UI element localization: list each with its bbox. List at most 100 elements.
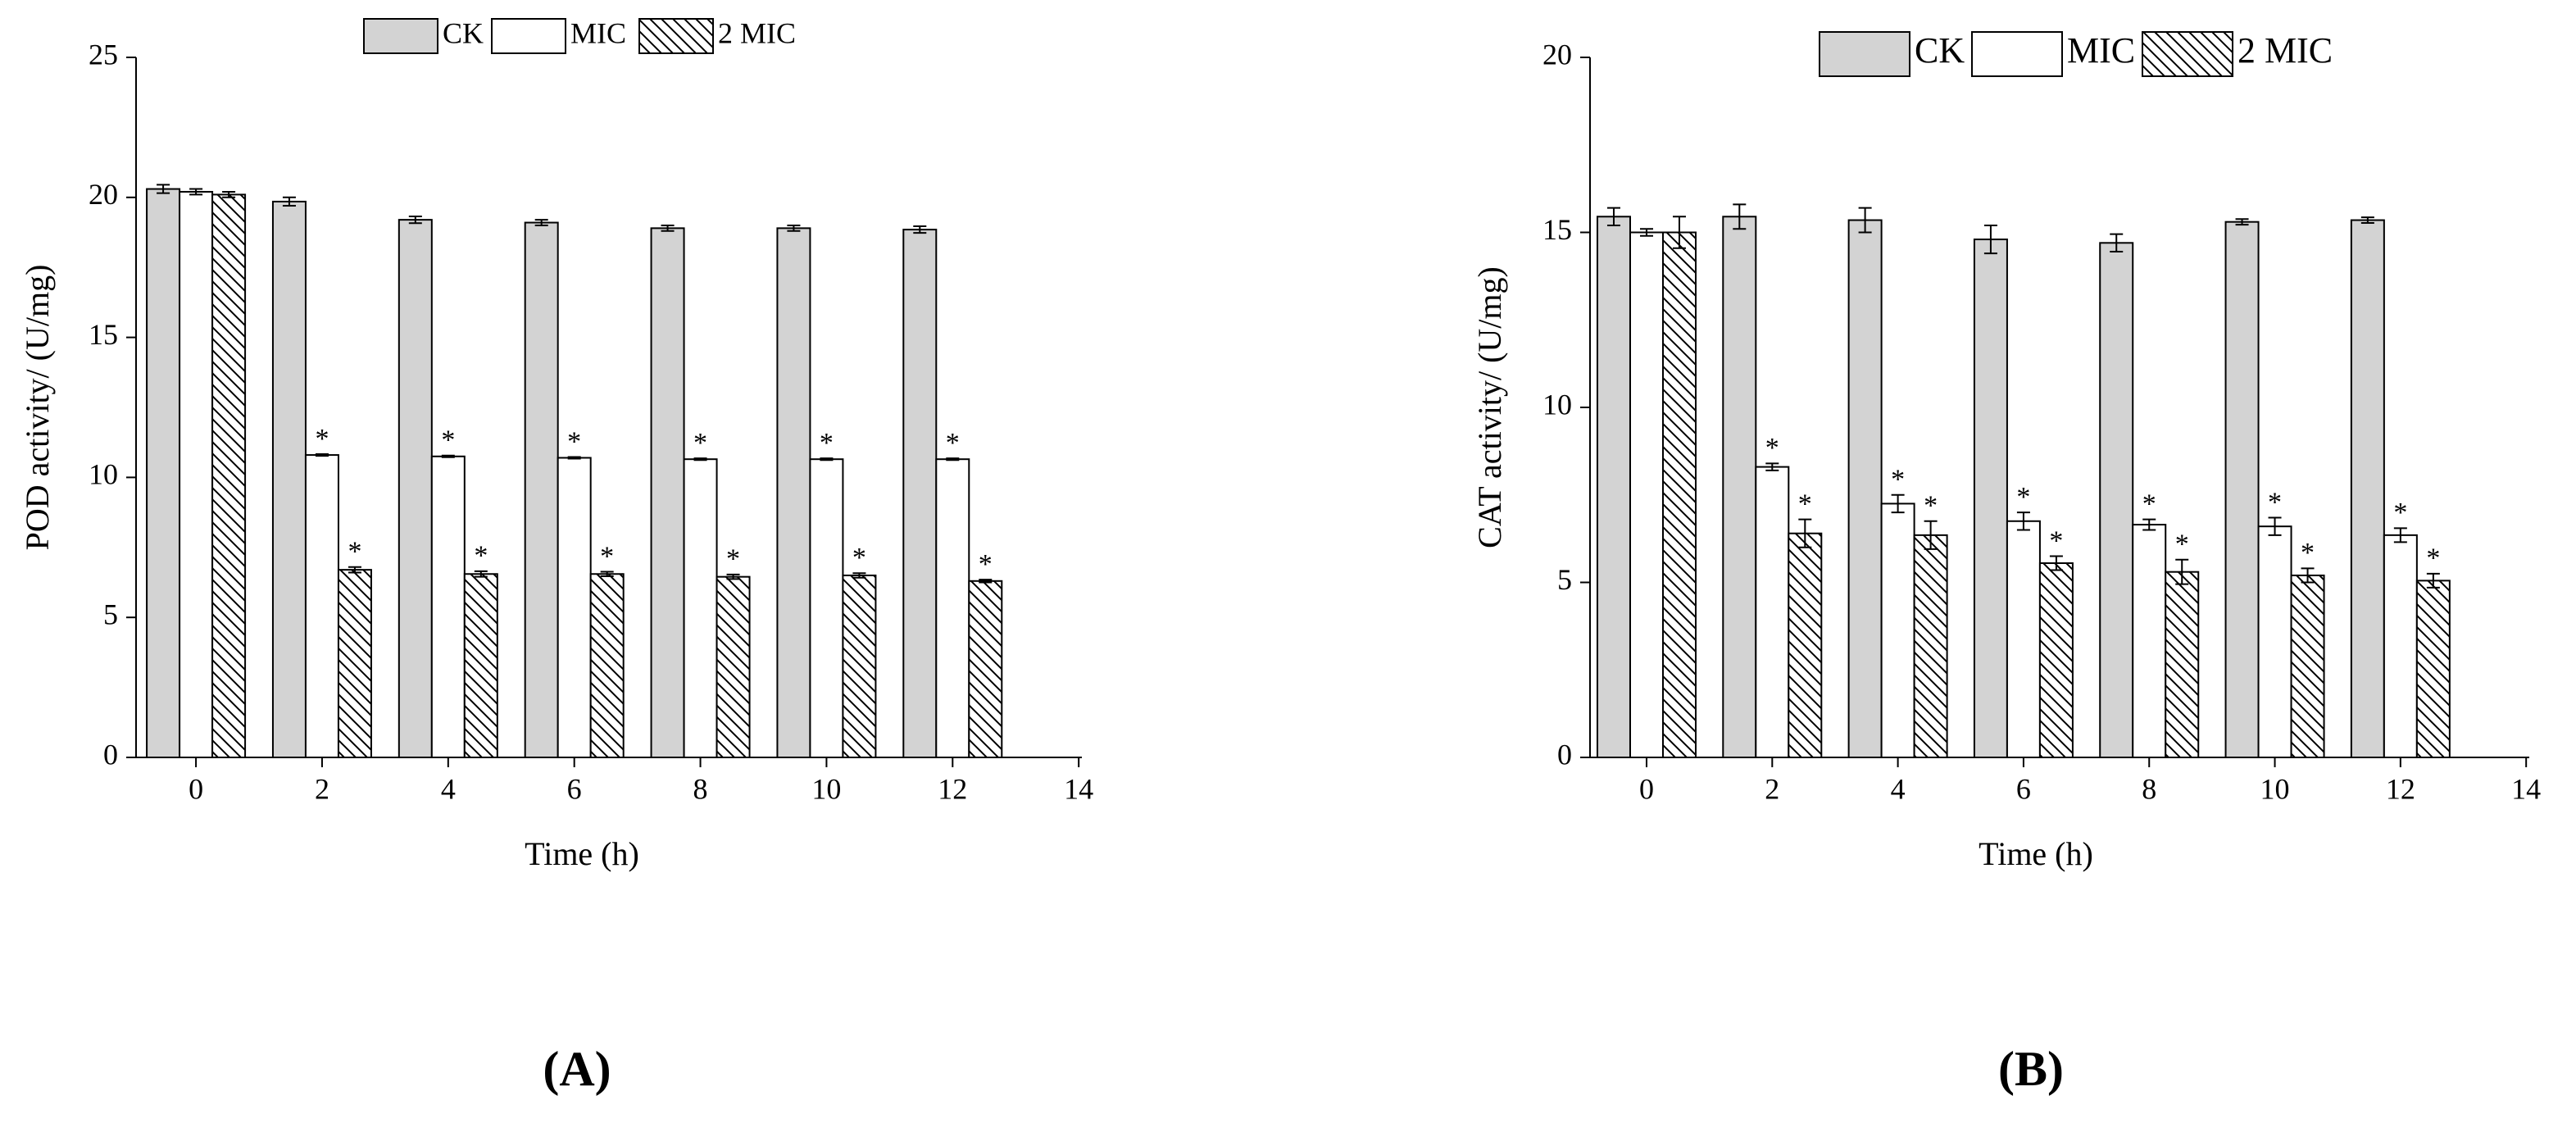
bar — [179, 190, 214, 758]
bar — [2383, 534, 2418, 758]
error-bar — [1672, 216, 1686, 249]
bar — [968, 580, 1003, 758]
error-bar — [441, 454, 455, 458]
error-bar — [2360, 216, 2374, 224]
bar — [776, 227, 811, 759]
error-bar — [408, 216, 422, 225]
error-bar — [157, 184, 170, 194]
significance-marker: * — [441, 425, 455, 456]
bar — [650, 227, 685, 759]
bar — [935, 458, 970, 758]
bar — [809, 458, 844, 758]
bar — [2257, 525, 2292, 758]
x-tick-label: 2 — [1765, 772, 1779, 805]
error-bar — [661, 224, 675, 232]
error-bar — [315, 453, 329, 457]
error-bar — [2110, 233, 2124, 252]
significance-marker: * — [1924, 491, 1938, 521]
error-bar — [820, 457, 834, 461]
significance-marker: * — [820, 428, 834, 458]
significance-marker: * — [2301, 538, 2315, 568]
significance-marker: * — [1765, 433, 1779, 463]
significance-marker: * — [2175, 530, 2189, 560]
significance-marker: * — [2393, 498, 2407, 528]
bar — [1973, 239, 2008, 759]
legend-label: 2 MIC — [2238, 30, 2333, 70]
bar — [2350, 219, 2385, 758]
error-bar — [222, 190, 236, 198]
significance-marker: * — [979, 549, 993, 580]
x-tick-label: 6 — [567, 772, 582, 805]
error-bar — [2301, 567, 2315, 584]
y-tick-label: 10 — [89, 458, 118, 491]
bar — [589, 573, 625, 759]
error-bar — [2175, 558, 2189, 585]
bar — [271, 200, 307, 758]
error-bar — [189, 188, 203, 196]
x-tick-label: 10 — [2260, 772, 2290, 805]
error-bar — [348, 566, 361, 574]
legend-swatch — [2142, 31, 2233, 77]
x-tick-label: 10 — [811, 772, 841, 805]
bar — [2165, 571, 2200, 758]
error-bar — [2142, 518, 2156, 531]
error-bar — [1798, 518, 1812, 548]
bar — [716, 575, 751, 759]
bar — [337, 569, 372, 758]
y-tick-label: 5 — [103, 598, 118, 630]
y-tick-label: 15 — [1542, 213, 1572, 246]
error-bar — [693, 457, 707, 461]
bar — [1880, 502, 1915, 758]
legend-swatch — [1819, 31, 1910, 77]
x-tick-label: 4 — [1891, 772, 1906, 805]
error-bar — [1858, 207, 1872, 234]
x-axis-title: Time (h) — [525, 835, 639, 872]
bar — [842, 574, 877, 759]
significance-marker: * — [567, 426, 581, 457]
x-tick-label: 0 — [189, 772, 203, 805]
significance-marker: * — [2426, 543, 2440, 574]
significance-marker: * — [474, 541, 488, 571]
bar — [1755, 466, 1790, 759]
error-bar — [2393, 527, 2407, 543]
bar — [2038, 562, 2074, 759]
y-axis-title: POD activity/ (U/mg) — [19, 265, 56, 551]
bar — [430, 455, 466, 759]
bar — [1596, 216, 1631, 759]
x-tick-label: 2 — [315, 772, 329, 805]
bar — [2006, 520, 2041, 759]
significance-marker: * — [726, 544, 740, 575]
error-bar — [1765, 462, 1779, 471]
error-bar — [600, 571, 614, 577]
error-bar — [1639, 228, 1653, 237]
bar — [1788, 532, 1823, 758]
y-tick-label: 5 — [1557, 563, 1572, 596]
legend-label: 2 MIC — [718, 16, 796, 49]
significance-marker: * — [315, 424, 329, 454]
error-bar — [1891, 493, 1905, 514]
y-tick-label: 20 — [1542, 38, 1572, 70]
x-tick-label: 8 — [693, 772, 708, 805]
bar — [2290, 574, 2325, 759]
significance-marker: * — [946, 428, 960, 458]
x-tick-label: 0 — [1639, 772, 1654, 805]
significance-marker: * — [852, 543, 866, 573]
panel-label: (A) — [543, 1042, 611, 1096]
bar — [1847, 219, 1883, 758]
bar — [524, 221, 559, 758]
error-bar — [787, 224, 801, 232]
error-bar — [282, 196, 296, 207]
significance-marker: * — [693, 428, 707, 458]
y-tick-label: 25 — [89, 38, 118, 70]
x-tick-label: 14 — [1064, 772, 1093, 805]
y-axis-title: CAT activity/ (U/mg) — [1471, 266, 1508, 548]
x-tick-label: 4 — [441, 772, 456, 805]
bar — [1722, 216, 1757, 759]
significance-marker: * — [348, 537, 361, 567]
significance-marker: * — [1798, 489, 1812, 519]
bar — [304, 454, 339, 759]
y-tick-label: 20 — [89, 178, 118, 211]
bar — [398, 219, 433, 758]
legend-swatch — [1971, 31, 2063, 77]
